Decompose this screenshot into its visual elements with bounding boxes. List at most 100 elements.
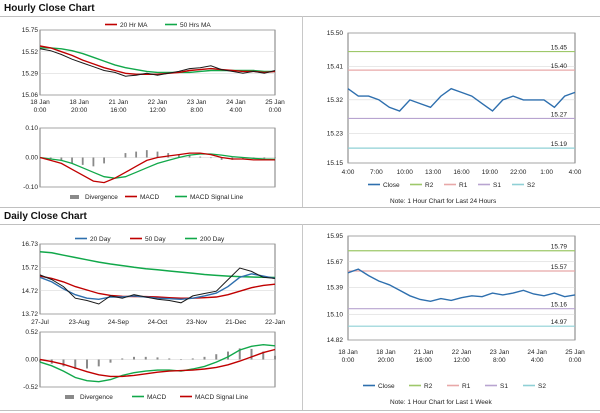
daily-price-xtick-0: 27-Jul <box>31 319 49 326</box>
hourly-price-xtick-1: 18 Jan <box>69 99 89 106</box>
lastweek-ytick-2: 15.39 <box>327 285 344 292</box>
hourly-price-legend-label-0: 20 Hr MA <box>120 22 148 29</box>
last24-ytick-0: 15.50 <box>327 30 344 37</box>
daily-macd-legend-label-0: Divergence <box>80 394 113 401</box>
hourly-price-legend-label-1: 50 Hrs MA <box>180 22 211 29</box>
hourly-price-xtick-4-b: 8:00 <box>190 107 203 114</box>
lastweek-ytick-3: 15.10 <box>327 311 344 318</box>
last24-xtick-6: 22:00 <box>510 169 527 176</box>
daily-price-xtick-2: 24-Sep <box>108 319 129 326</box>
hourly-price-xtick-0: 18 Jan <box>30 99 50 106</box>
lastweek-close-line <box>347 268 576 303</box>
hourly-macd-legend-label-1: MACD <box>140 194 159 201</box>
daily-price-ytick-3: 13.72 <box>22 311 39 318</box>
daily-price-frame <box>39 243 276 315</box>
last24-xtick-8: 4:00 <box>569 169 582 176</box>
hourly-price-ytick-3: 15.06 <box>22 92 39 99</box>
last24-legend-label-0: Close <box>383 182 400 189</box>
bottom-divider <box>0 410 600 411</box>
hourly-price-xtick-5: 24 Jan <box>226 99 246 106</box>
hourly-price-xtick-4: 23 Jan <box>187 99 207 106</box>
lastweek-frame <box>347 235 576 341</box>
last24-xtick-3: 13:00 <box>425 169 442 176</box>
hourly-20hr-ma-line <box>39 45 276 76</box>
lastweek-xtick-3-b: 12:00 <box>453 357 470 364</box>
daily-price-legend-label-2: 200 Day <box>200 236 225 243</box>
last24-legend-label-3: S1 <box>493 182 501 189</box>
hourly-macd-ytick-1: 0.00 <box>25 155 38 162</box>
lastweek-legend-label-2: R1 <box>462 383 471 390</box>
daily-macd-line <box>39 343 276 383</box>
hourly-macd-legend-label-2: MACD Signal Line <box>190 194 243 201</box>
hourly-price-ytick-0: 15.75 <box>22 27 39 34</box>
lastweek-xtick-2: 21 Jan <box>414 349 434 356</box>
last24-ytick-3: 15.23 <box>327 130 344 137</box>
daily-20day-line <box>39 273 276 301</box>
hourly-price-xtick-2: 21 Jan <box>109 99 129 106</box>
daily-column-divider <box>302 224 303 410</box>
middle-divider <box>0 207 600 208</box>
last24-legend-label-2: R1 <box>459 182 468 189</box>
last24-ytick-2: 15.32 <box>327 97 344 104</box>
daily-price-xtick-6: 22-Jan <box>265 319 285 326</box>
hourly-macd-ytick-0: 0.10 <box>25 125 38 132</box>
daily-price-xtick-5: 21-Dec <box>225 319 247 326</box>
lastweek-legend-label-0: Close <box>378 383 395 390</box>
hourly-price-xtick-3-b: 12:00 <box>149 107 166 114</box>
last24-ytick-1: 15.41 <box>327 64 344 71</box>
last24-legend-label-1: R2 <box>425 182 434 189</box>
hourly-signal-line <box>39 153 276 179</box>
lastweek-xtick-4-b: 8:00 <box>493 357 506 364</box>
lastweek-note: Note: 1 Hour Chart for Last 1 Week <box>390 399 492 406</box>
daily-200day-line <box>39 250 276 279</box>
lastweek-xtick-2-b: 16:00 <box>416 357 433 364</box>
hourly-price-xtick-5-b: 4:00 <box>230 107 243 114</box>
daily-price-legend-label-0: 20 Day <box>90 236 111 243</box>
hourly-price-xtick-3: 22 Jan <box>148 99 168 106</box>
last24-level-label-2: 15.27 <box>551 111 568 118</box>
daily-price-ytick-1: 15.72 <box>22 265 39 272</box>
hourly-price-line <box>39 48 276 77</box>
last24-ytick-4: 15.15 <box>327 160 344 167</box>
hourly-price-xtick-0-b: 0:00 <box>34 107 47 114</box>
hourly-macd-legend-swatch-0 <box>70 195 79 199</box>
daily-macd-legend-label-1: MACD <box>147 394 166 401</box>
top-divider <box>0 16 600 17</box>
last24-xtick-2: 10:00 <box>397 169 414 176</box>
daily-signal-line <box>39 348 276 378</box>
hourly-macd-line <box>39 152 275 184</box>
hourly-price-ytick-1: 15.52 <box>22 49 39 56</box>
lastweek-xtick-6: 25 Jan <box>565 349 585 356</box>
hourly-macd-ytick-2: -0.10 <box>23 184 38 191</box>
daily-price-xtick-1: 23-Aug <box>69 319 90 326</box>
lastweek-xtick-3: 22 Jan <box>452 349 472 356</box>
daily-price-xtick-4: 23-Nov <box>186 319 208 326</box>
daily-price-ytick-2: 14.72 <box>22 288 39 295</box>
lastweek-ytick-0: 15.95 <box>327 233 344 240</box>
lastweek-ytick-4: 14.82 <box>327 337 344 344</box>
hourly-section-title: Hourly Close Chart <box>4 3 95 14</box>
middle-divider-2 <box>0 224 600 225</box>
daily-macd-ytick-2: -0.52 <box>23 384 38 391</box>
hourly-column-divider <box>302 16 303 207</box>
lastweek-legend-label-4: S2 <box>538 383 546 390</box>
lastweek-xtick-5-b: 4:00 <box>531 357 544 364</box>
last24-xtick-5: 19:00 <box>482 169 499 176</box>
lastweek-xtick-1: 18 Jan <box>376 349 396 356</box>
hourly-price-xtick-6-b: 0:00 <box>269 107 282 114</box>
hourly-price-ytick-2: 15.29 <box>22 71 39 78</box>
lastweek-legend-label-1: R2 <box>424 383 433 390</box>
lastweek-xtick-4: 23 Jan <box>490 349 510 356</box>
lastweek-xtick-5: 24 Jan <box>527 349 547 356</box>
lastweek-legend-label-3: S1 <box>500 383 508 390</box>
daily-macd-ytick-0: 0.52 <box>25 329 38 336</box>
daily-price-xtick-3: 24-Oct <box>148 319 168 326</box>
daily-macd-ytick-1: 0.00 <box>25 357 38 364</box>
lastweek-xtick-0-b: 0:00 <box>342 357 355 364</box>
hourly-macd-legend-label-0: Divergence <box>85 194 118 201</box>
last24-level-label-1: 15.40 <box>551 63 568 70</box>
lastweek-xtick-6-b: 0:00 <box>569 357 582 364</box>
last24-xtick-0: 4:00 <box>342 169 355 176</box>
last24-xtick-1: 7:00 <box>370 169 383 176</box>
